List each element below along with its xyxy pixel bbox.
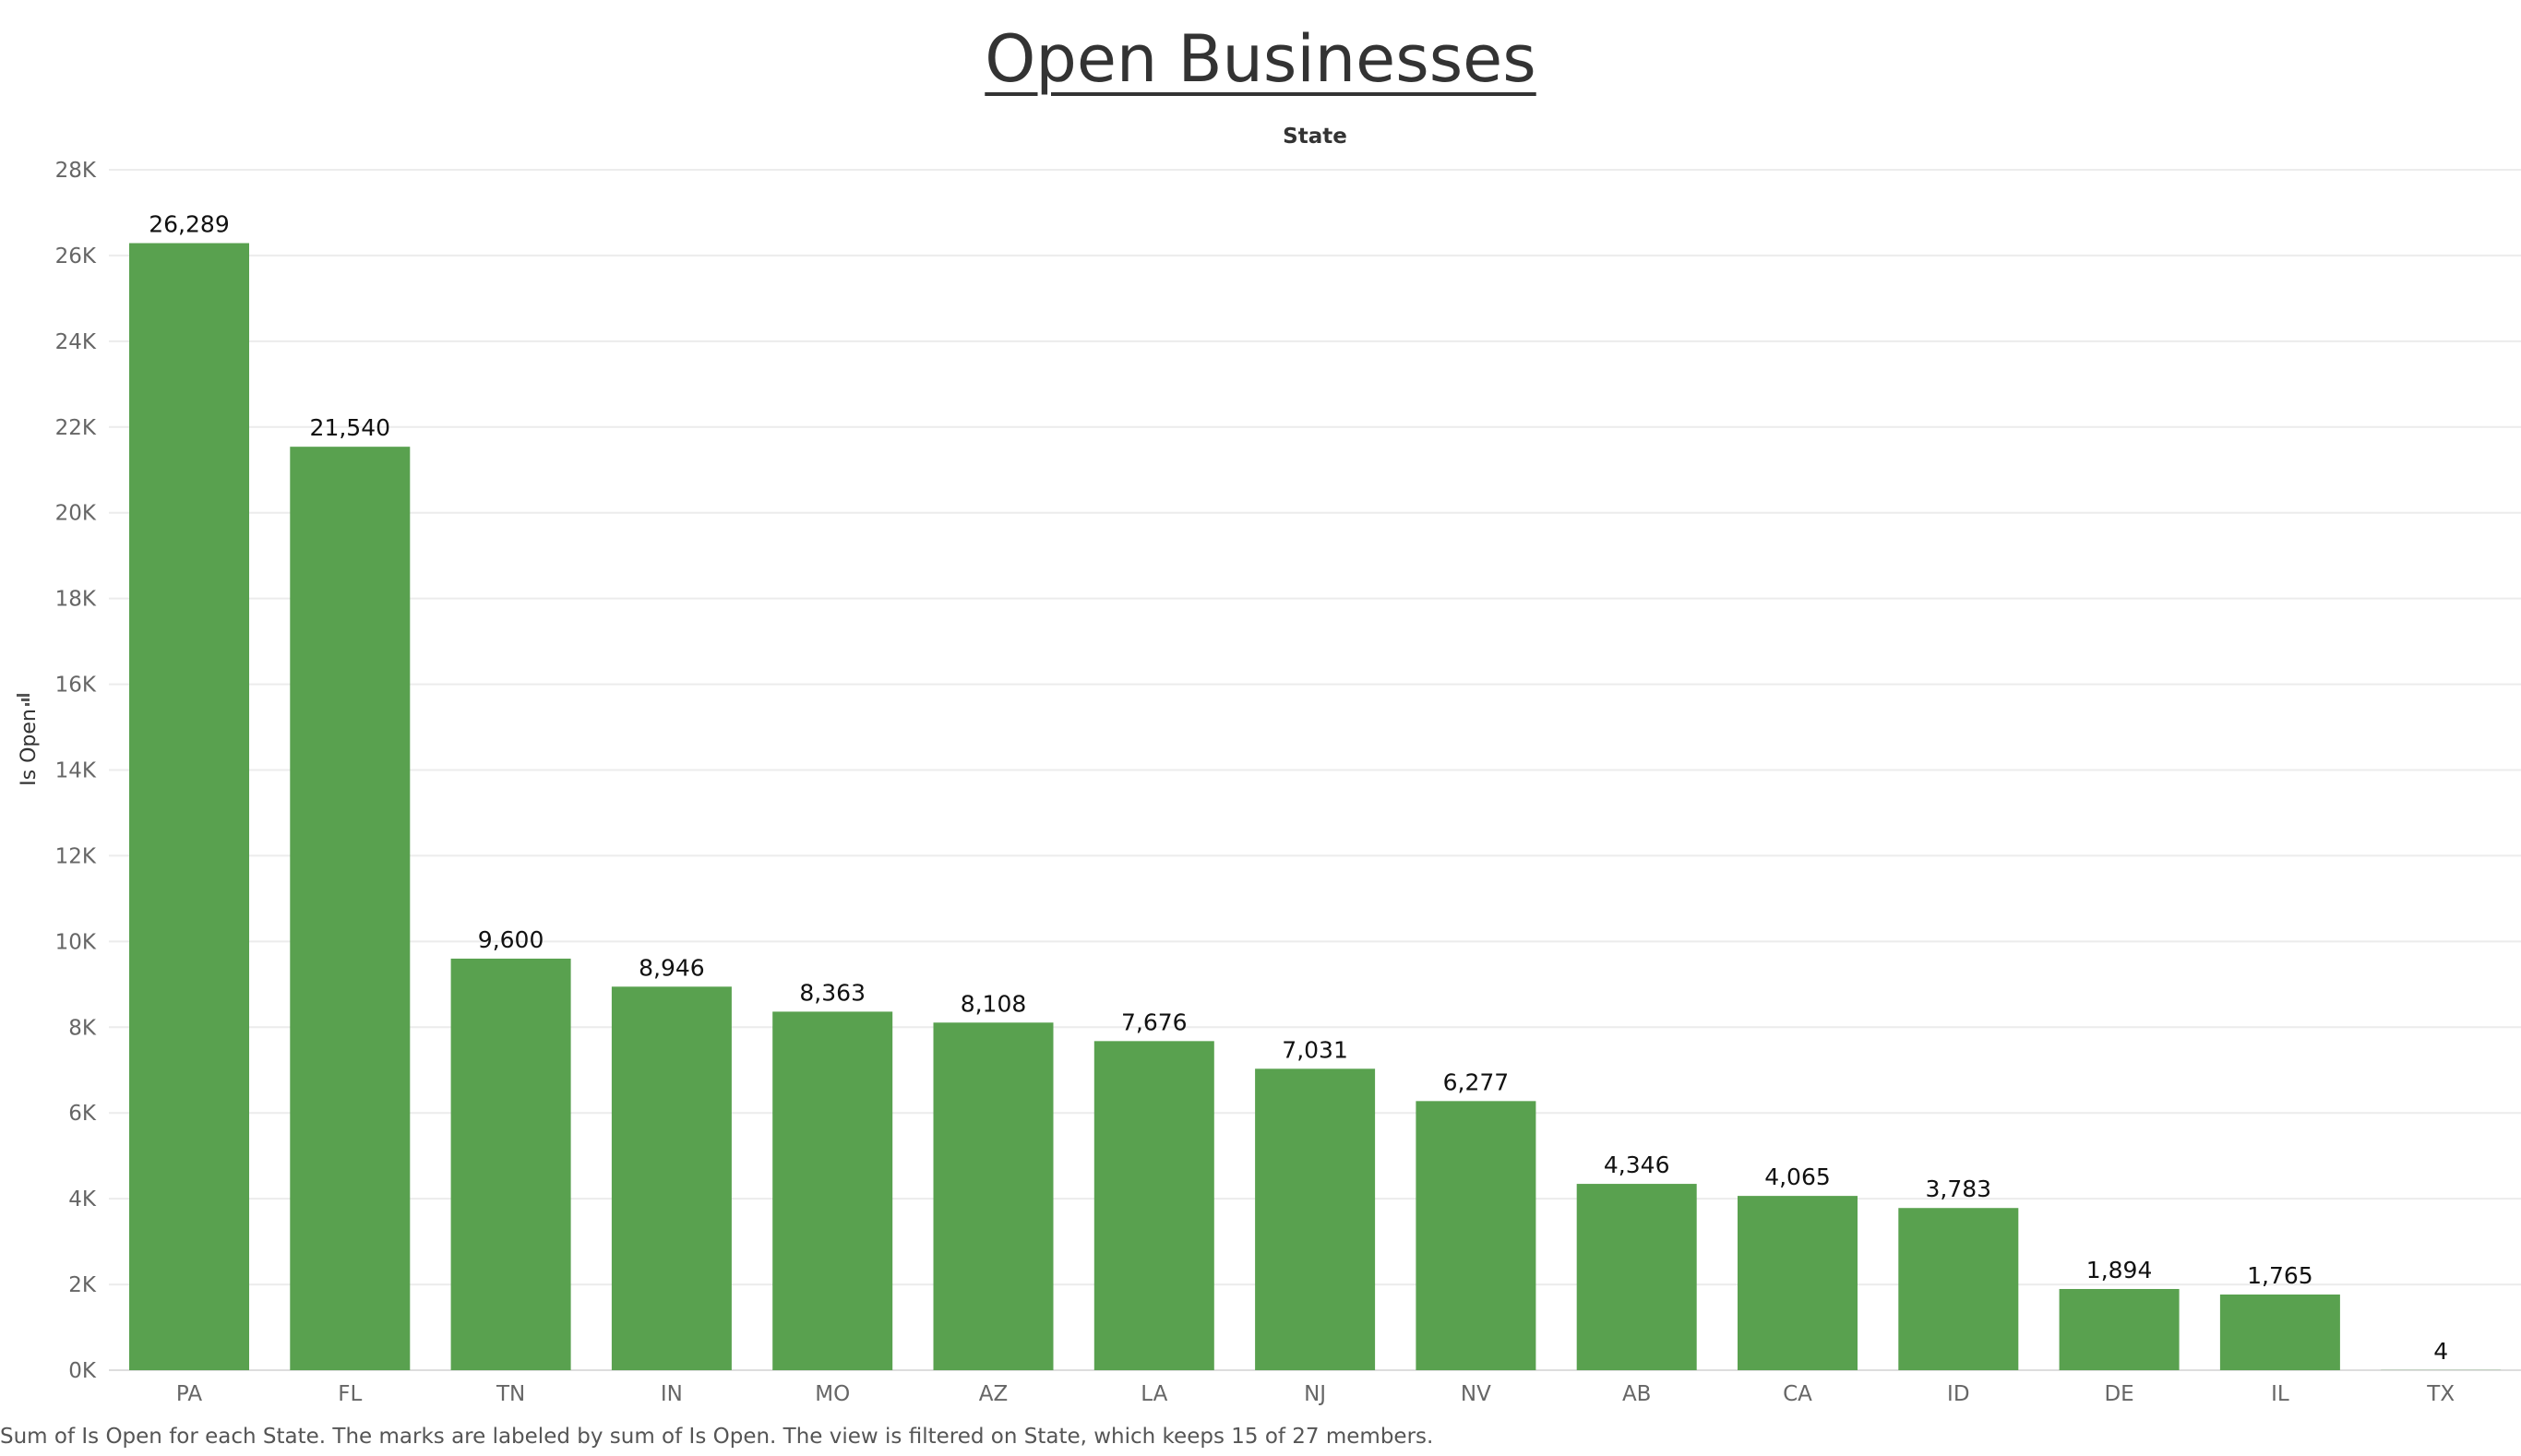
y-tick-label: 24K [55,330,97,354]
bar-value-label: 1,894 [2086,1257,2153,1283]
bar-value-label: 7,676 [1121,1008,1188,1035]
x-tick-label: AZ [979,1382,1009,1406]
bar-in[interactable] [611,986,732,1370]
bar-value-label: 21,540 [310,414,390,441]
x-tick-label: IN [661,1382,683,1406]
y-tick-label: 8K [68,1016,97,1040]
bar-ab[interactable] [1576,1184,1697,1370]
y-tick-label: 22K [55,416,97,440]
bar-value-labels: 26,289 21,540 9,600 8,946 8,363 8,108 7,676 7,0… [149,211,2448,1365]
y-tick-label: 16K [55,674,97,698]
y-tick-label: 4K [68,1187,97,1211]
x-tick-label: DE [2104,1382,2133,1406]
y-tick-label: 12K [55,844,97,868]
bar-la[interactable] [1093,1041,1214,1370]
bar-value-label: 8,363 [799,979,866,1006]
bar-value-label: 26,289 [149,211,229,238]
y-tick-label: 14K [55,759,97,783]
bar-value-label: 6,277 [1443,1068,1510,1095]
y-axis-title-group: Is Open [18,709,41,786]
bar-mo[interactable] [772,1011,893,1370]
x-tick-label: AB [1622,1382,1652,1406]
y-tick-label: 0K [68,1359,97,1383]
bar-il[interactable] [2219,1294,2340,1370]
x-tick-label: ID [1947,1382,1970,1406]
bar-nj[interactable] [1255,1068,1376,1370]
x-tick-label: TX [2426,1382,2455,1406]
bars [129,243,2502,1371]
y-tick-label: 6K [68,1102,97,1126]
x-tick-label: TN [496,1382,525,1406]
chart-title: Open Businesses [985,21,1536,97]
x-tick-label: PA [176,1382,202,1406]
bar-de[interactable] [2059,1288,2180,1370]
y-tick-label: 10K [55,930,97,954]
bar-id[interactable] [1898,1208,2019,1370]
y-axis-ticks: 0K 2K 4K 6K 8K 10K 12K 14K 16K 18K 20K 22K 24K 26K 28K [55,159,97,1383]
bar-value-label: 9,600 [478,926,544,953]
x-header-label: State [1283,125,1347,149]
bar-value-label: 7,031 [1282,1036,1348,1063]
bar-tn[interactable] [450,958,571,1370]
y-tick-label: 26K [55,245,97,269]
x-tick-label: LA [1141,1382,1167,1406]
x-tick-label: IL [2271,1382,2289,1406]
bar-nv[interactable] [1416,1101,1536,1370]
x-tick-label: MO [815,1382,850,1406]
bar-value-label: 4 [2433,1338,2448,1365]
bar-value-label: 3,783 [1926,1176,1992,1202]
bar-pa[interactable] [129,243,249,1371]
bar-az[interactable] [933,1022,1054,1370]
bar-value-label: 4,065 [1764,1164,1831,1190]
bar-fl[interactable] [290,447,411,1370]
x-tick-label: NJ [1304,1382,1326,1406]
chart-caption: Sum of Is Open for each State. The marks… [0,1425,1434,1449]
y-axis-title: Is Open [18,709,41,786]
y-tick-label: 18K [55,588,97,612]
x-tick-label: NV [1461,1382,1491,1406]
bar-ca[interactable] [1738,1196,1858,1370]
y-tick-label: 28K [55,159,97,183]
bar-value-label: 8,946 [639,954,705,981]
y-tick-label: 20K [55,502,97,526]
x-tick-label: CA [1783,1382,1812,1406]
y-tick-label: 2K [68,1273,97,1297]
bar-value-label: 1,765 [2247,1262,2313,1289]
sort-descending-icon[interactable] [17,694,30,706]
x-tick-label: FL [338,1382,362,1406]
bar-value-label: 4,346 [1604,1152,1670,1178]
bar-value-label: 8,108 [961,990,1027,1017]
x-axis-ticks: PA FL TN IN MO AZ LA NJ NV AB CA ID DE IL TX [176,1382,2455,1406]
